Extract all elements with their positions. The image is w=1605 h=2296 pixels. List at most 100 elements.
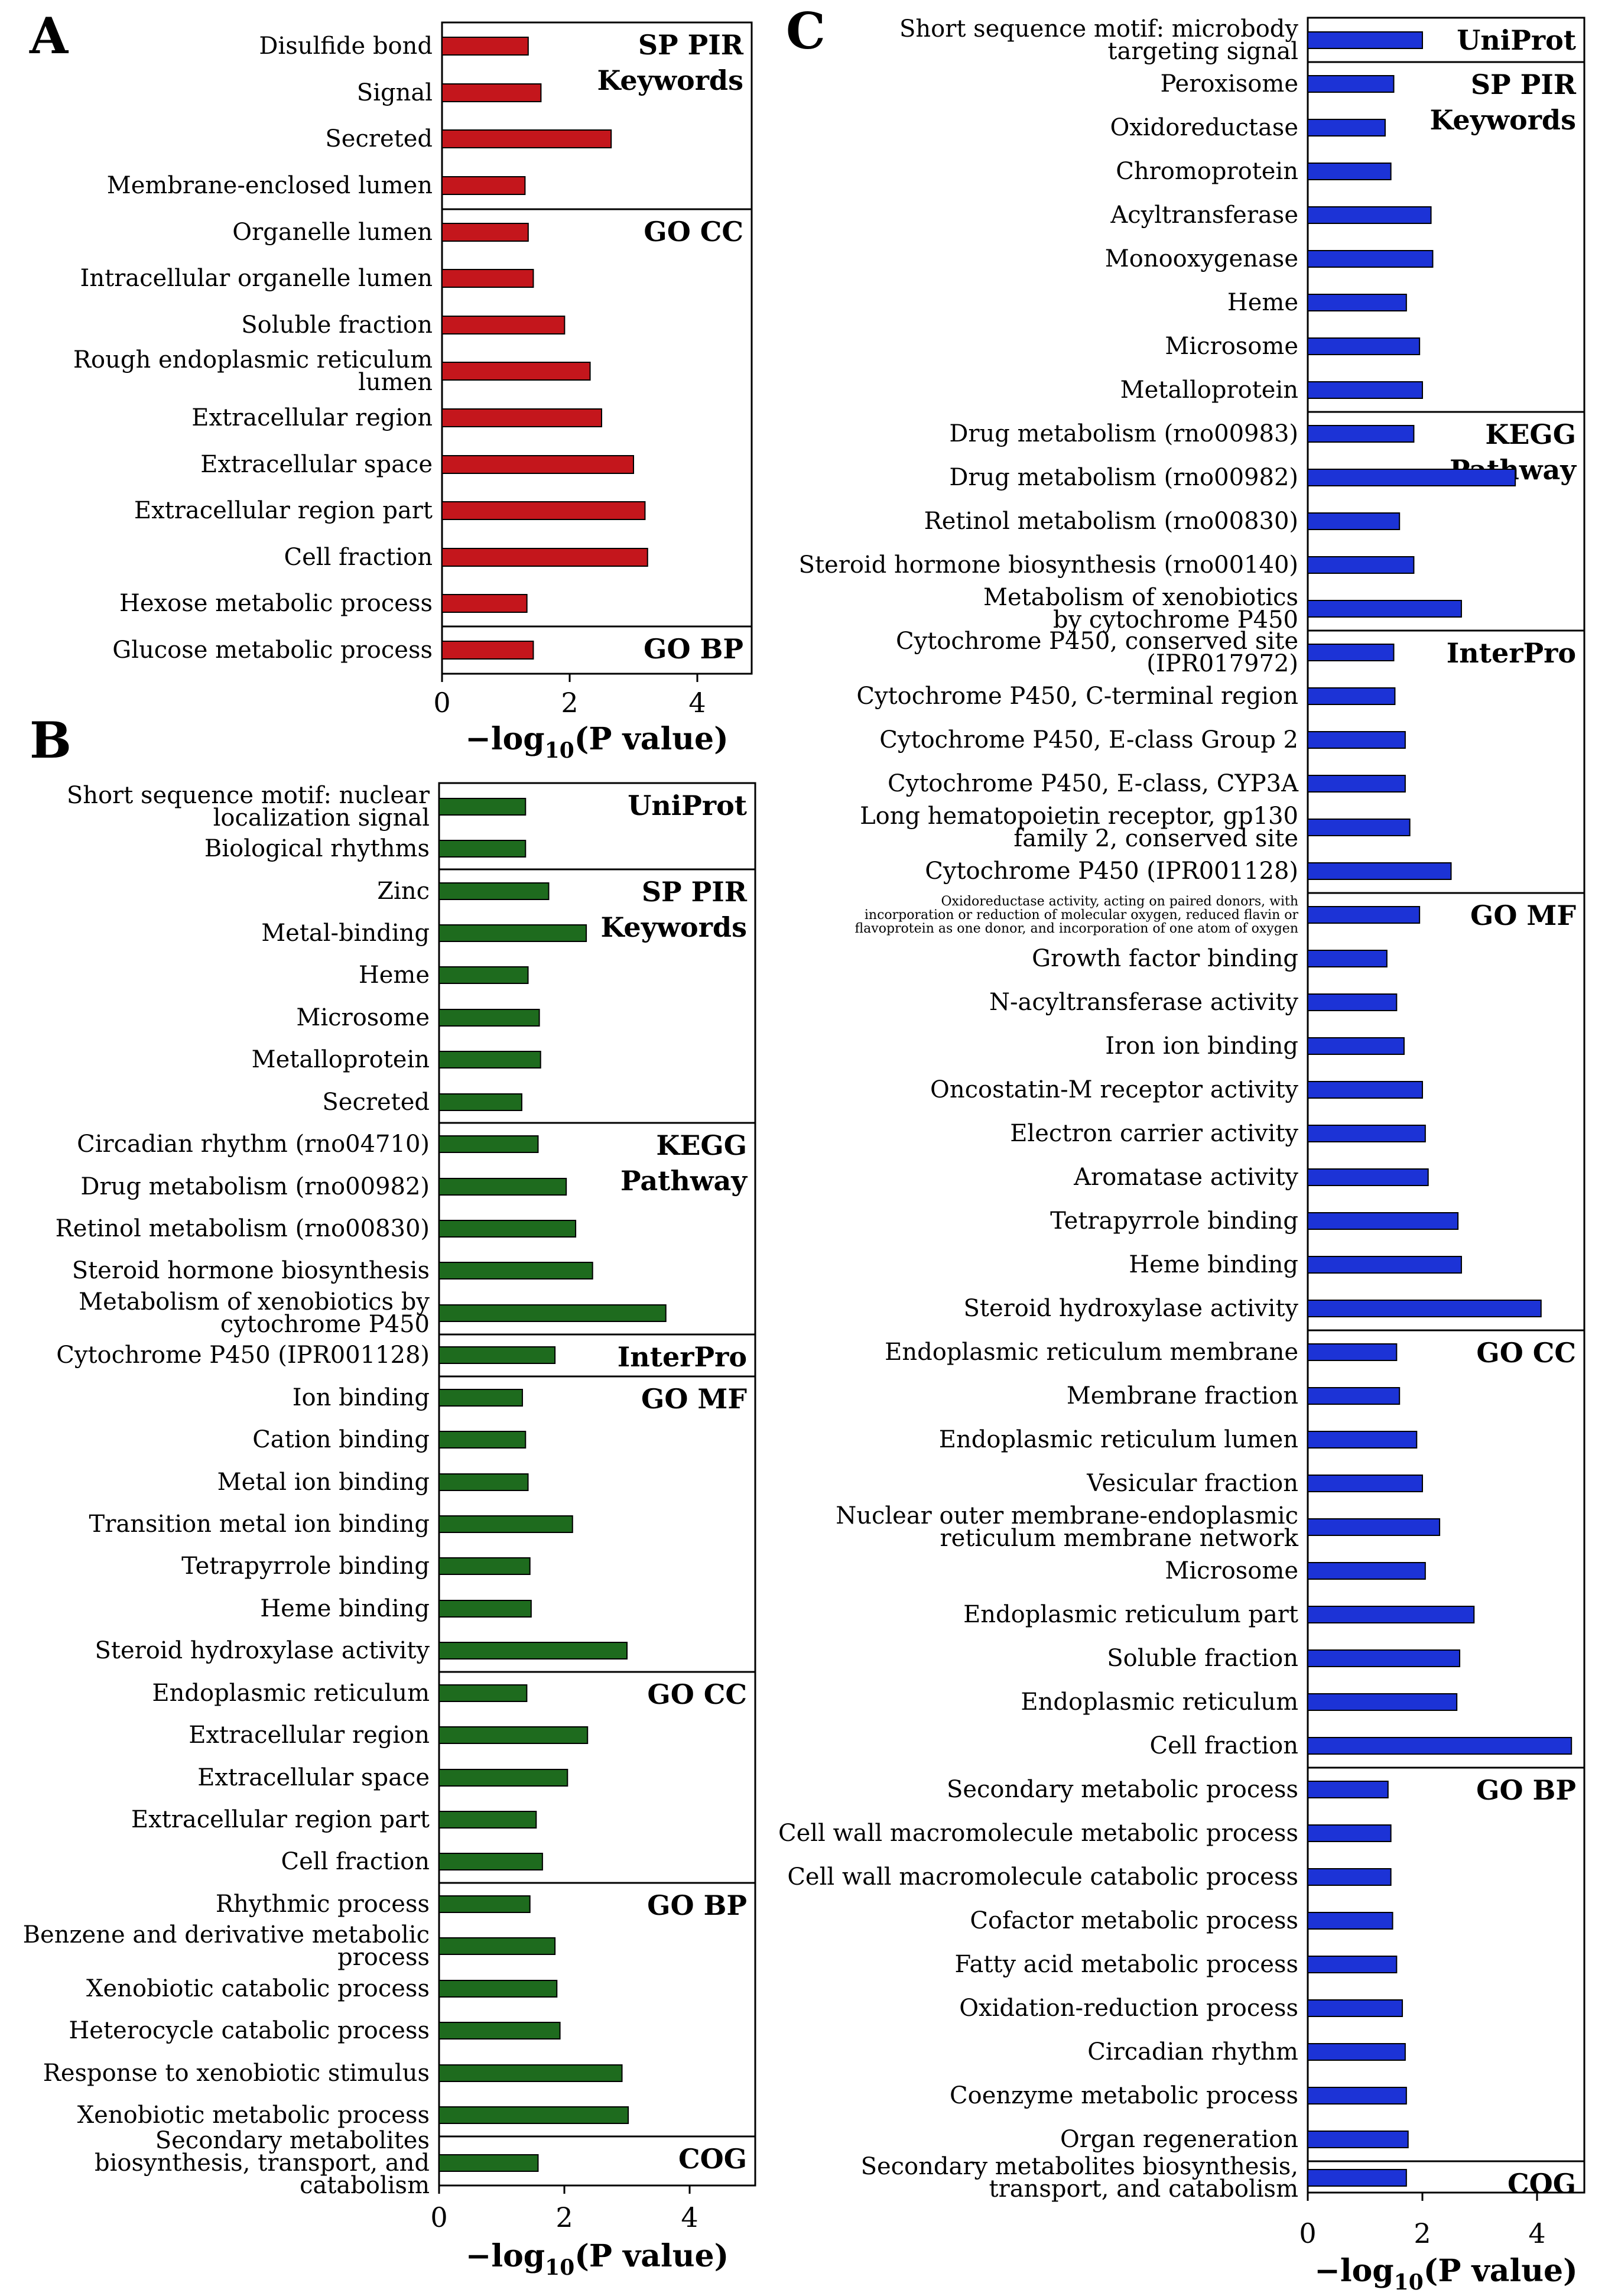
bar <box>438 1980 558 1998</box>
bar <box>438 1726 589 1744</box>
bar <box>1307 950 1388 967</box>
bar <box>441 129 612 148</box>
bar-label: Chromoprotein <box>1116 158 1298 185</box>
x-axis-label-tail: (P value) <box>574 721 729 757</box>
bar-label: Oxidation-reduction process <box>959 1995 1298 2022</box>
bar <box>1307 1300 1542 1317</box>
group-title: Keywords <box>597 64 743 96</box>
bar-label: Secondary metabolites biosynthesis, <box>861 2153 1298 2180</box>
bar-label: (IPR017972) <box>1146 650 1298 677</box>
bar <box>1307 250 1434 268</box>
bar-label: Extracellular space <box>197 1764 430 1791</box>
bar <box>438 1600 532 1618</box>
bar <box>438 1515 573 1533</box>
bar-label: Metal-binding <box>261 920 430 947</box>
bar <box>438 924 587 942</box>
bar-label: by cytochrome P450 <box>1053 606 1298 634</box>
bar <box>438 1431 527 1449</box>
bar-label: Circadian rhythm (rno04710) <box>77 1131 430 1158</box>
bar-label: cytochrome P450 <box>220 1311 430 1338</box>
bar-label: Intracellular organelle lumen <box>80 265 433 292</box>
bar-label: Ion binding <box>293 1384 430 1411</box>
bar-label: Oncostatin-M receptor activity <box>930 1076 1298 1103</box>
bar <box>438 1937 556 1955</box>
bar <box>1307 1956 1398 1973</box>
bar-label: Nuclear outer membrane-endoplasmic <box>836 1502 1298 1529</box>
bar-label: Organelle lumen <box>232 219 433 246</box>
bar-label: Microsome <box>296 1004 430 1031</box>
bar-label: biosynthesis, transport, and <box>95 2149 430 2177</box>
bar-label: Short sequence motif: microbody <box>899 15 1298 43</box>
bar-label: Membrane fraction <box>1067 1382 1298 1410</box>
bar-label: Cytochrome P450 (IPR001128) <box>925 858 1298 885</box>
bar <box>1307 2087 1407 2105</box>
bar-label: Drug metabolism (rno00982) <box>949 464 1298 491</box>
bar <box>1307 1868 1392 1886</box>
group-title: GO CC <box>1476 1337 1576 1369</box>
x-axis-label: −log10(P value) <box>465 721 728 763</box>
x-tick-label: 2 <box>555 2201 573 2233</box>
bar-label: Metalloprotein <box>1120 376 1298 404</box>
bar <box>1307 1781 1389 1798</box>
group-title: UniProt <box>1457 24 1577 56</box>
group-title: GO BP <box>644 633 743 665</box>
bar <box>438 1853 543 1870</box>
bar-label: Cytochrome P450, C-terminal region <box>856 683 1298 710</box>
bar-label: Xenobiotic catabolic process <box>86 1975 430 2002</box>
bar <box>1307 2131 1409 2148</box>
group-title: GO BP <box>647 1889 747 1921</box>
plot-frame <box>441 21 753 675</box>
x-axis-label-main: −log <box>466 2238 545 2274</box>
bar <box>438 2106 629 2124</box>
bar-label: flavoprotein as one donor, and incorpora… <box>855 921 1298 936</box>
bar <box>1307 600 1462 618</box>
bar-label: Microsome <box>1165 1557 1298 1584</box>
bar-label: Disulfide bond <box>259 33 433 60</box>
bar-label: Heme binding <box>260 1595 430 1622</box>
bar-label: Extracellular region part <box>131 1806 430 1833</box>
bar-label: Hexose metabolic process <box>119 590 433 617</box>
group-title: SP PIR <box>642 876 748 908</box>
bar-label: Endoplasmic reticulum lumen <box>939 1426 1298 1453</box>
bar <box>438 2064 623 2082</box>
bar-label: Heterocycle catabolic process <box>69 2017 430 2044</box>
bar <box>1307 163 1392 180</box>
bar <box>438 798 527 816</box>
bar <box>1307 337 1421 355</box>
bar <box>438 1895 531 1913</box>
x-tick-label: 4 <box>688 687 706 719</box>
bar-label: Cytochrome P450, conserved site <box>896 628 1298 655</box>
bar-label: Xenobiotic metabolic process <box>77 2102 430 2129</box>
bar <box>438 1557 531 1575</box>
group-title: COG <box>1507 2168 1576 2200</box>
bar <box>438 2022 561 2040</box>
x-axis-label-tail: (P value) <box>1424 2253 1578 2289</box>
bar-label: Rhythmic process <box>216 1891 430 1918</box>
x-axis-label-sub: 10 <box>545 738 574 763</box>
bar <box>1307 731 1406 749</box>
bar <box>441 594 528 613</box>
bar <box>441 362 591 381</box>
bar <box>438 1684 528 1702</box>
plot-frame <box>1307 17 1585 2194</box>
bar-label: Extracellular space <box>200 451 433 478</box>
bar <box>1307 512 1401 530</box>
bar <box>438 1769 568 1787</box>
x-tick-label: 0 <box>433 687 450 719</box>
bar <box>441 37 529 56</box>
bar-label: Soluble fraction <box>241 311 433 339</box>
bar-label: Microsome <box>1165 333 1298 360</box>
bar-label: Vesicular fraction <box>1086 1470 1298 1497</box>
bar <box>438 882 550 900</box>
bar-label: reticulum membrane network <box>940 1525 1299 1552</box>
bar-label: Metabolism of xenobiotics <box>983 584 1298 611</box>
group-title: Keywords <box>600 911 747 943</box>
bar-label: Extracellular region <box>189 1722 430 1749</box>
bar-label: Metabolism of xenobiotics by <box>79 1288 430 1316</box>
bar-label: Circadian rhythm <box>1087 2038 1298 2066</box>
group-title: SP PIR <box>638 29 744 61</box>
bar-label: Oxidoreductase activity, acting on paire… <box>941 894 1298 909</box>
bar-label: Secondary metabolic process <box>947 1776 1298 1803</box>
bar <box>441 548 648 567</box>
